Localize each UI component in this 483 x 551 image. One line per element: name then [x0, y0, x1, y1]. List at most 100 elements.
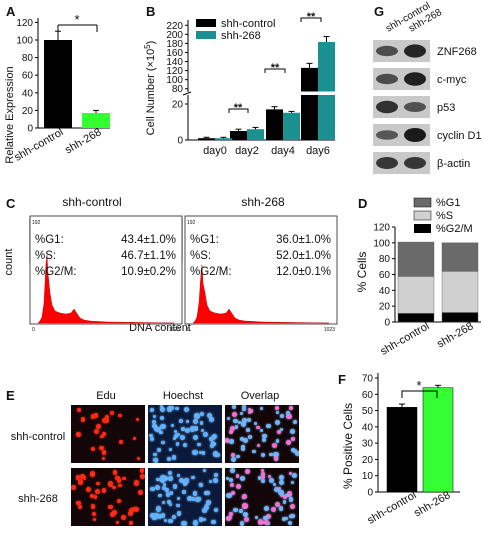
blot-label: cyclin D1	[437, 130, 482, 142]
panel-b-xlabel: day6	[306, 145, 330, 157]
panel-letter-e: E	[6, 388, 15, 403]
panel-c-ylabel: count	[3, 249, 15, 276]
panel-f-tick-label: 50	[362, 406, 374, 417]
western-blots: ZNF268 c-myc p53 cyclin D1 β-actin	[373, 40, 482, 174]
panel-b-bar	[247, 129, 264, 140]
panel-b-ylabel: Cell Number (×105)	[143, 41, 157, 136]
cell-cycle-stat-label: %G2/M:	[190, 266, 232, 278]
legend-label-268: shh-268	[221, 30, 261, 42]
cell-cycle-stat-value: 46.7±1.1%	[121, 250, 176, 262]
legend-label-control: shh-control	[221, 18, 275, 30]
panel-d-segment	[397, 313, 435, 323]
panel-d-tick-label: 60	[379, 270, 391, 281]
blot-band	[376, 45, 398, 57]
panel-f-tick-label: 0	[367, 488, 373, 499]
blot-label: β-actin	[437, 158, 470, 170]
panel-d-yticks: 0 20 40 60 80 100 120	[373, 223, 395, 329]
panel-d-segment	[397, 241, 435, 277]
panel-f-xlabel-268: shh-268	[412, 489, 452, 519]
panel-b-tick-label: 120	[166, 66, 183, 77]
panel-b-bar	[318, 42, 335, 140]
panel-f-tick-label: 20	[362, 455, 374, 466]
panel-b-tick-label: 80	[172, 84, 184, 95]
panel-a-significance: *	[74, 12, 79, 27]
panel-d-ylabel: % Cells	[355, 252, 369, 293]
panel-b-tick-label: 200	[166, 30, 183, 41]
panel-b-bar	[230, 131, 247, 140]
cell-cycle-stat-value: 43.4±1.0%	[121, 234, 176, 246]
blot-label: p53	[437, 102, 455, 114]
panel-a-tick-label: 100	[16, 36, 33, 47]
panel-a-tick-label: 60	[22, 71, 34, 82]
panel-d-tick-label: 20	[379, 302, 391, 313]
panel-a-tick-label: 20	[22, 106, 34, 117]
edu-image	[71, 468, 145, 526]
cell-cycle-stat-label: %S:	[35, 250, 56, 262]
panel-f-bars	[386, 384, 454, 493]
panel-e-col-edu: Edu	[96, 390, 116, 402]
panel-b-bar	[266, 109, 283, 140]
panel-d-segment	[397, 276, 435, 314]
panel-a-tick-label: 80	[22, 53, 34, 64]
overlap-image	[225, 468, 299, 526]
panel-f-significance: *	[416, 378, 421, 393]
panel-c-xlabel: DNA content	[129, 322, 191, 334]
panel-letter-f: F	[338, 372, 346, 387]
cell-cycle-stat-value: 36.0±1.0%	[276, 234, 331, 246]
panel-e-col-hoechst: Hoechst	[163, 390, 203, 402]
panel-f-tick-label: 30	[362, 439, 374, 450]
panel-d-tick-label: 80	[379, 254, 391, 265]
panel-d-tick-label: 0	[384, 318, 390, 329]
panel-b-tick-label: 100	[166, 75, 183, 86]
blot-band	[404, 72, 426, 86]
panel-b-xlabels: day0 day2 day4 day6	[203, 145, 330, 157]
panel-a-ylabel: Relative Expression	[4, 66, 16, 163]
panel-letter-b: B	[146, 4, 155, 19]
hoechst-image	[148, 468, 222, 526]
panel-letter-g: G	[374, 4, 384, 19]
blot-band	[404, 128, 426, 142]
panel-letter-a: A	[6, 4, 16, 19]
blot-band	[404, 102, 426, 112]
panel-b-bar	[283, 112, 300, 140]
panel-f-tick-label: 70	[362, 374, 374, 385]
panel-letter-c: C	[6, 196, 16, 211]
panel-b-sig-day4: **	[271, 62, 280, 74]
panel-d-tick-label: 120	[373, 223, 390, 234]
panel-b-tick-label: 140	[166, 57, 183, 68]
histogram-distribution	[192, 264, 330, 324]
panel-b-xlabel: day2	[235, 145, 259, 157]
panel-d-segment	[441, 271, 479, 313]
panel-a-yticks: 0 20 40 60 80 100 120	[16, 18, 38, 135]
panel-a-bar	[44, 40, 72, 128]
panel-c-title-control: shh-control	[62, 195, 121, 209]
panel-d-tick-label: 100	[373, 238, 390, 249]
panel-b-xlabel: day4	[271, 145, 295, 157]
histogram-x1023: 1023	[324, 327, 335, 333]
hoechst-image	[148, 405, 222, 463]
blot-band	[376, 73, 398, 85]
panel-a-bar	[82, 113, 110, 128]
histogram-x0: 0	[187, 327, 190, 333]
histogram-frame	[29, 215, 183, 325]
panel-f-bar	[386, 407, 418, 493]
panel-letter-d: D	[358, 196, 367, 211]
panel-d-segment	[441, 242, 479, 272]
panel-b-tick-label: 20	[172, 100, 184, 111]
legend-swatch-268	[196, 31, 216, 39]
cell-cycle-stat-value: 52.0±1.0%	[276, 250, 331, 262]
panel-a-xlabel-control: shh-control	[12, 126, 65, 164]
panel-f-tick-label: 60	[362, 390, 374, 401]
panel-a-bars	[44, 30, 110, 128]
panel-e-row-268: shh-268	[18, 493, 58, 505]
legend-s: %S	[436, 210, 453, 222]
histogram-distribution	[37, 254, 175, 324]
panel-b-bars	[198, 36, 336, 140]
blot-band	[376, 157, 398, 169]
histogram-x1023: 1023	[169, 327, 180, 333]
panel-b-bar-break	[300, 91, 336, 95]
flow-histograms: 192 0 1023 %G1: 43.4±1.0% %S: 46.7±1.1% %G2/M: 1…	[29, 215, 338, 333]
panel-a-tick-label: 40	[22, 88, 34, 99]
